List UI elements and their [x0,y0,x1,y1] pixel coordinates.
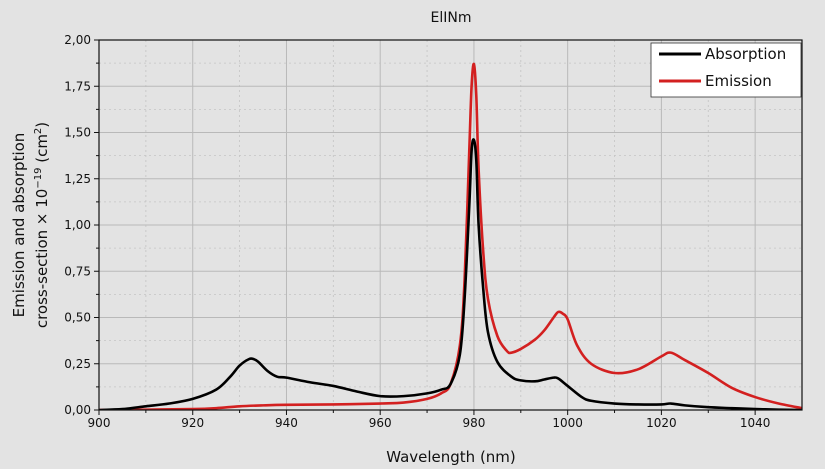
y-tick-label: 0,50 [64,311,91,325]
y-tick-label: 1,25 [64,172,91,186]
legend-box [650,42,802,98]
y-tick-label: 0,75 [64,264,91,278]
y-label-close: ) [33,122,51,128]
series-line-absorption [99,138,802,410]
ticks: 900 920 940 960 980 1000 1020 1040 0,00 0,25 0,50 0… [64,33,770,430]
x-tick-label: 1040 [740,416,771,430]
y-tick-label: 0,25 [64,357,91,371]
x-tick-label: 1020 [646,416,677,430]
y-axis-label-line1: Emission and absorption [10,133,28,318]
y-tick-label: 1,75 [64,79,91,93]
y-axis-label: Emission and absorption cross-section × … [10,122,51,328]
legend-emission-label: Emission [705,72,772,90]
plot-lines [99,62,802,410]
legend-absorption-label: Absorption [705,45,786,63]
x-tick-label: 900 [88,416,111,430]
x-tick-label: 1000 [552,416,583,430]
y-tick-label: 2,00 [64,33,91,47]
series-line-emission [99,62,802,410]
legend: Absorption Emission [650,42,802,98]
x-axis-label: Wavelength (nm) [386,448,516,466]
y-tick-label: 1,00 [64,218,91,232]
x-tick-label: 960 [369,416,392,430]
x-tick-label: 940 [275,416,298,430]
x-tick-label: 980 [462,416,485,430]
y-label-exponent: −19 [33,168,44,189]
y-label-unit-exponent: 2 [33,128,44,134]
y-axis-label-line2: cross-section × 10−19 (cm2) [33,122,51,328]
chart-title: ElINm [431,10,472,26]
y-label-unit: (cm [33,134,51,167]
y-tick-label: 1,50 [64,126,91,140]
y-tick-label: 0,00 [64,403,91,417]
x-tick-label: 920 [181,416,204,430]
y-label-prefix: cross-section × 10 [33,189,51,329]
